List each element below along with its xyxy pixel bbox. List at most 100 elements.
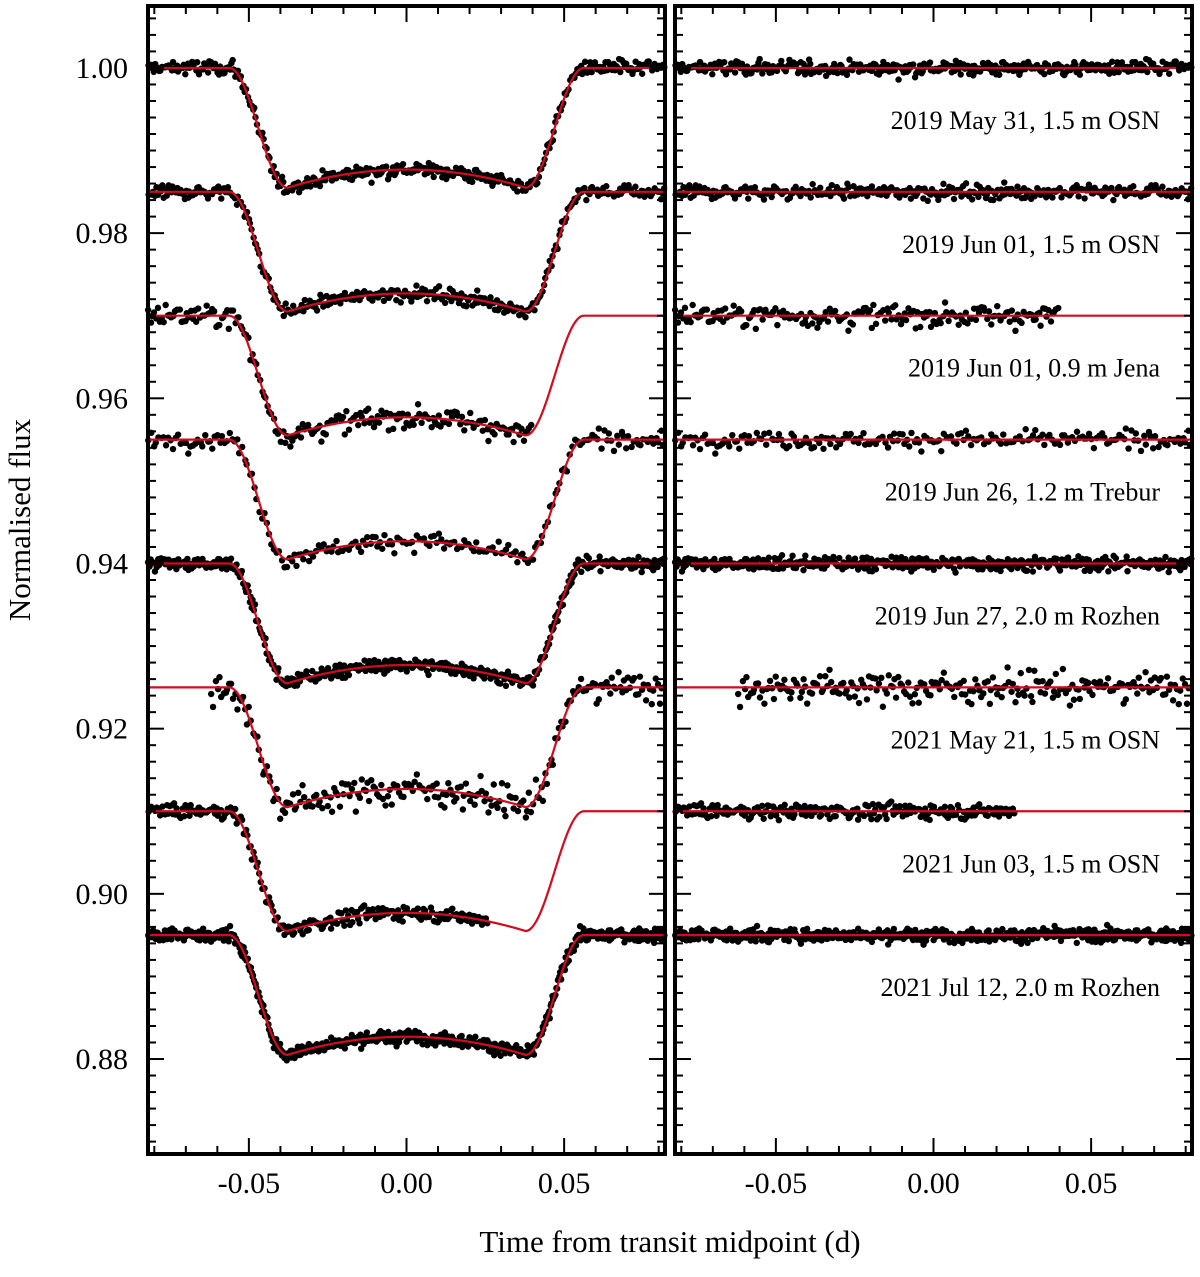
data-point [300,556,307,563]
data-point [433,780,440,787]
residual-point [817,184,824,191]
data-point [428,423,435,431]
residual-point [905,679,912,686]
residual-point [1029,698,1036,706]
residual-point [940,669,948,676]
residual-point [738,60,746,67]
residual-point [994,302,1001,310]
residual-point [883,815,890,823]
data-point [445,420,453,428]
data-point [445,779,452,787]
residual-point [760,815,767,822]
residual-point [788,689,795,696]
data-point [295,425,302,432]
residual-point [885,672,892,679]
residual-point [1001,179,1008,186]
data-point [182,439,190,447]
data-point [636,673,644,680]
residual-point [927,692,934,699]
data-point [379,795,387,803]
data-point [497,1052,504,1059]
data-point [622,445,630,452]
data-point [603,183,610,190]
data-point [610,447,618,455]
residual-point [998,693,1005,701]
data-point [467,409,474,417]
residual-point [847,430,854,438]
data-point [328,808,336,815]
residual-point [1025,666,1033,674]
residual-point [809,180,816,188]
data-point [459,806,467,813]
data-point [301,296,308,304]
residual-point [907,195,915,202]
residual-point [754,680,762,687]
residual-point [1072,61,1079,68]
residual-point [918,448,925,455]
data-point [309,803,316,810]
data-point [192,318,200,325]
data-point [283,563,291,571]
data-point [531,307,538,314]
data-point [530,1051,538,1058]
data-point [441,299,449,307]
data-point [383,163,390,170]
data-point [382,802,389,809]
data-point [379,545,386,552]
residual-point [984,812,991,819]
residual-point [827,440,834,448]
residual-point [773,67,781,75]
data-point [299,931,306,938]
residual-point [1135,674,1142,681]
data-point [462,780,470,787]
residual-point [953,440,960,447]
data-point [411,778,418,785]
residual-point [1085,679,1092,687]
data-point [497,680,504,687]
residual-point [712,450,719,457]
data-point [457,783,465,790]
data-point [229,695,237,702]
data-point [295,789,302,796]
residual-point [772,673,779,680]
data-point [300,308,307,315]
residual-point [899,431,906,438]
data-point [519,550,526,557]
data-point [532,776,540,783]
residual-point [892,694,900,701]
data-point [487,294,494,301]
residual-point [736,703,744,711]
residual-point [1090,444,1098,452]
residual-point [1089,691,1096,699]
residual-point [1021,692,1028,699]
data-point [617,68,624,76]
data-point [650,687,657,694]
residual-point [703,306,711,313]
residual-point [1041,690,1049,697]
residual-point [1165,70,1173,77]
data-point [529,682,537,689]
data-point [307,183,314,190]
residual-point [781,801,788,809]
residual-point [721,59,728,66]
residual-point [778,552,786,559]
residual-point [781,676,788,683]
data-point [169,445,177,453]
residual-point [952,569,959,576]
residual-point [1012,327,1019,335]
data-point [309,667,316,675]
residual-point [690,192,697,199]
model-curve [148,314,665,437]
residual-point [1023,685,1030,692]
residual-point [980,690,987,697]
residual-point [1105,568,1112,575]
model-curve [148,438,665,561]
data-point [300,793,308,801]
data-point [234,706,241,713]
residual-point [714,801,721,809]
data-point [209,445,216,452]
data-point [372,533,379,541]
data-point [280,312,287,320]
data-point [275,665,282,672]
